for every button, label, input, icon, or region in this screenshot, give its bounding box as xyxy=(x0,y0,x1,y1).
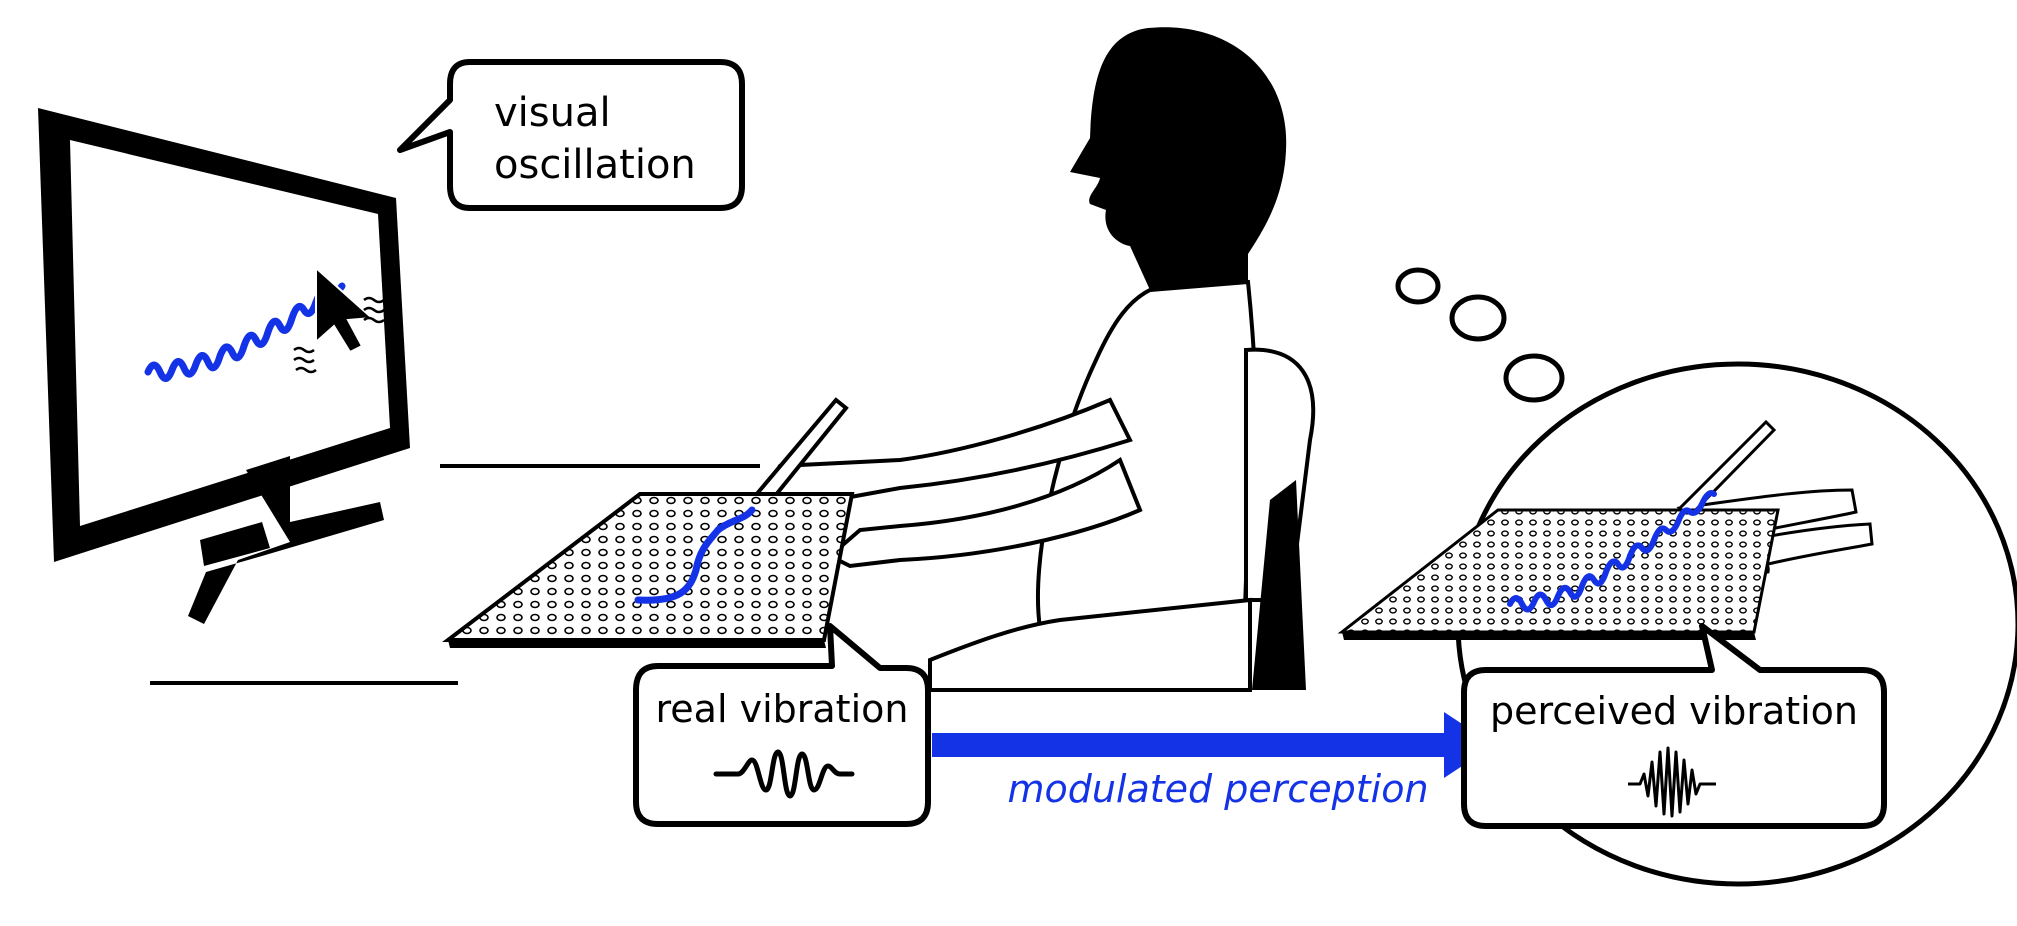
waveform-icon-dense xyxy=(1628,746,1716,818)
callout-real-label: real vibration xyxy=(656,687,909,731)
callout-visual-line1: visual xyxy=(494,90,611,136)
cursor-arrow-icon xyxy=(293,265,385,374)
waveform-icon xyxy=(713,749,855,799)
arrow-label: modulated perception xyxy=(1007,767,1428,811)
monitor-icon xyxy=(38,108,760,685)
person-silhouette-icon xyxy=(744,27,1316,692)
bubble-scene xyxy=(1337,419,1874,640)
modulated-perception-arrow: modulated perception xyxy=(932,712,1494,811)
callout-real-vibration: real vibration xyxy=(633,623,931,827)
callout-perceived-label: perceived vibration xyxy=(1490,689,1858,733)
callout-perceived-vibration: perceived vibration xyxy=(1461,623,1887,829)
screen-stroke xyxy=(144,282,346,382)
tablet-stroke xyxy=(634,506,756,604)
callout-visual-oscillation: visual oscillation xyxy=(397,59,745,211)
tablet-icon xyxy=(442,492,855,648)
callout-visual-line2: oscillation xyxy=(494,142,696,188)
bubble-stroke xyxy=(1507,490,1717,613)
